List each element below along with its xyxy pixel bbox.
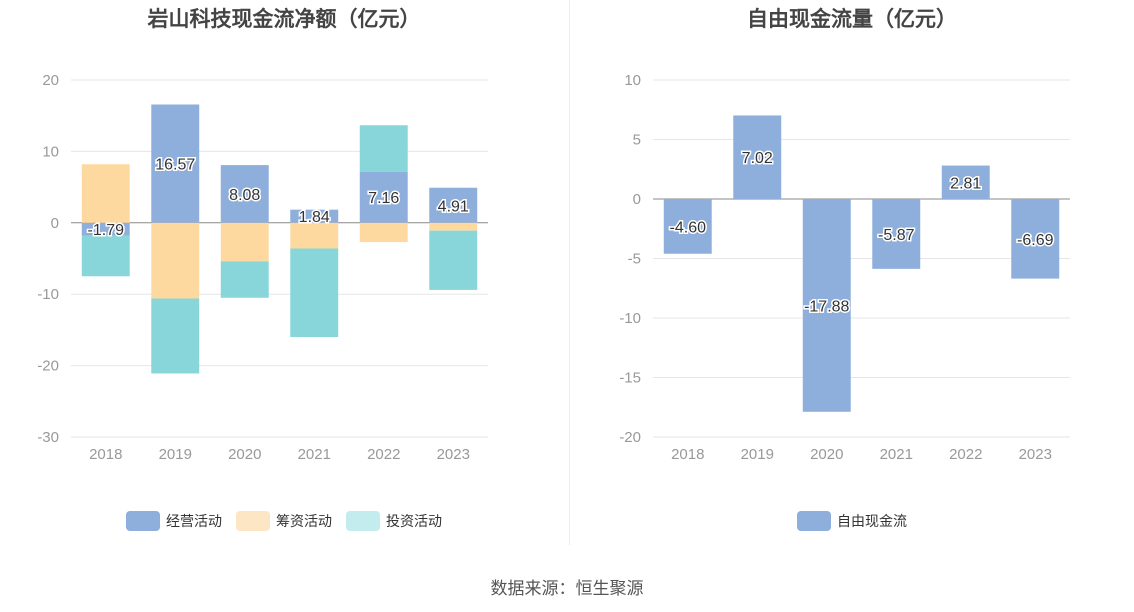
y-tick-label: 0 [51, 215, 59, 232]
bar-free_cash_flow [941, 165, 990, 199]
data-label: -1.79 [88, 222, 125, 239]
y-tick-label: -15 [619, 370, 641, 387]
bar-free_cash_flow [802, 199, 851, 412]
free-cash-flow-chart: 10 5 0 -5 -10 -15 -20 2018 2019 2020 2021 2022 2023 -… [619, 72, 1070, 463]
legend-item[interactable]: 投资活动 [346, 511, 442, 531]
bar-financing [151, 222, 200, 299]
x-tick-label: 2022 [949, 446, 982, 463]
legend: 自由现金流 [570, 511, 1134, 531]
data-label: 16.57 [155, 157, 195, 174]
legend-item[interactable]: 自由现金流 [797, 511, 907, 531]
bar-free_cash_flow [1011, 199, 1060, 279]
x-tick-label: 2020 [810, 446, 843, 463]
bar-free_cash_flow [872, 199, 921, 269]
data-label: 4.91 [438, 198, 469, 215]
panel-divider [569, 0, 570, 545]
legend-item[interactable]: 经营活动 [126, 511, 222, 531]
net-cash-flow-chart: 20 10 0 -10 -20 -30 2018 2019 2020 2021 2022 2023 -1… [37, 72, 488, 463]
y-tick-label: -10 [37, 286, 59, 303]
y-tick-label: -10 [619, 310, 641, 327]
legend-swatch [346, 511, 380, 531]
x-tick-label: 2022 [367, 446, 400, 463]
legend-swatch [236, 511, 270, 531]
bar-investing [81, 235, 130, 277]
x-tick-label: 2018 [89, 446, 122, 463]
bar-financing [81, 164, 130, 223]
free-cash-flow-panel: 自由现金流量（亿元） 10 5 0 -5 -10 -15 -20 2018 2019 2020 20… [570, 0, 1134, 545]
bar-investing [359, 125, 408, 172]
y-tick-label: 10 [42, 143, 59, 160]
data-label: -17.88 [804, 298, 849, 315]
x-tick-label: 2023 [1019, 446, 1052, 463]
legend-swatch [797, 511, 831, 531]
bar-financing [290, 222, 339, 249]
legend-label: 筹资活动 [276, 514, 332, 530]
bar-financing [429, 222, 478, 231]
x-tick-label: 2020 [228, 446, 261, 463]
bar-investing [151, 298, 200, 374]
bar-operating [429, 187, 478, 223]
y-tick-label: 0 [633, 191, 641, 208]
data-label: 2.81 [950, 175, 981, 192]
data-label: 7.16 [368, 190, 399, 207]
x-tick-label: 2019 [159, 446, 192, 463]
legend-label: 自由现金流 [837, 514, 907, 530]
y-tick-label: 5 [633, 132, 641, 149]
y-tick-label: 20 [42, 72, 59, 89]
data-label: 7.02 [742, 150, 773, 167]
data-label: 8.08 [229, 187, 260, 204]
bar-investing [429, 230, 478, 290]
data-label: -5.87 [878, 227, 915, 244]
data-label: -4.60 [670, 219, 707, 236]
legend-label: 投资活动 [386, 514, 442, 530]
bar-operating [220, 165, 269, 223]
source-note: 数据来源：恒生聚源 [490, 579, 644, 599]
bar-operating [81, 222, 130, 236]
x-tick-label: 2019 [741, 446, 774, 463]
bar-investing [290, 248, 339, 338]
y-tick-label: -20 [37, 358, 59, 375]
bar-financing [220, 222, 269, 262]
y-tick-label: -30 [37, 429, 59, 446]
data-label: -6.69 [1017, 232, 1054, 249]
bar-operating [359, 171, 408, 223]
x-tick-label: 2018 [671, 446, 704, 463]
chart-title: 自由现金流量（亿元） [747, 7, 957, 31]
y-tick-label: -20 [619, 429, 641, 446]
x-tick-label: 2023 [437, 446, 470, 463]
bar-financing [359, 222, 408, 243]
legend-swatch [126, 511, 160, 531]
data-label: 1.84 [299, 209, 330, 226]
bar-operating [290, 209, 339, 223]
legend-label: 经营活动 [166, 514, 222, 530]
y-tick-label: -5 [628, 251, 641, 268]
bar-free_cash_flow [733, 115, 782, 199]
legend: 经营活动 筹资活动 投资活动 [0, 511, 568, 531]
bar-operating [151, 104, 200, 223]
x-tick-label: 2021 [298, 446, 331, 463]
legend-item[interactable]: 筹资活动 [236, 511, 332, 531]
bar-investing [220, 261, 269, 298]
x-tick-label: 2021 [880, 446, 913, 463]
net-cash-flow-panel: 岩山科技现金流净额（亿元） 20 10 0 -10 -20 -30 2018 2019 2020… [0, 0, 568, 545]
bar-free_cash_flow [663, 199, 712, 254]
chart-title: 岩山科技现金流净额（亿元） [147, 7, 421, 31]
y-tick-label: 10 [624, 72, 641, 89]
